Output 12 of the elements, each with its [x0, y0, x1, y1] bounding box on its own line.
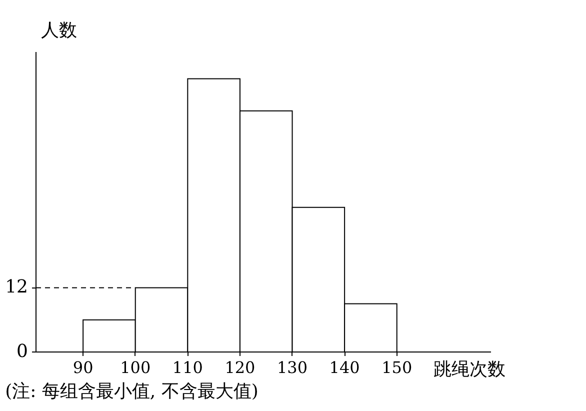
x-tick-label: 120: [224, 358, 256, 377]
y-axis-title: 人数: [41, 20, 77, 41]
y-tick-label: 0: [16, 341, 28, 362]
text: (注: 每组含最小值, 不含最大值): [5, 381, 258, 402]
x-axis-title: 跳绳次数: [433, 359, 506, 380]
x-tick-label: 110: [172, 358, 203, 377]
y-tick-label: 12: [5, 276, 28, 298]
x-tick-label: 90: [72, 358, 94, 377]
x-tick-label: 150: [382, 358, 412, 377]
x-tick-label: 140: [329, 358, 360, 377]
x-tick-label: 100: [120, 358, 151, 377]
x-tick-label: 130: [276, 358, 308, 377]
